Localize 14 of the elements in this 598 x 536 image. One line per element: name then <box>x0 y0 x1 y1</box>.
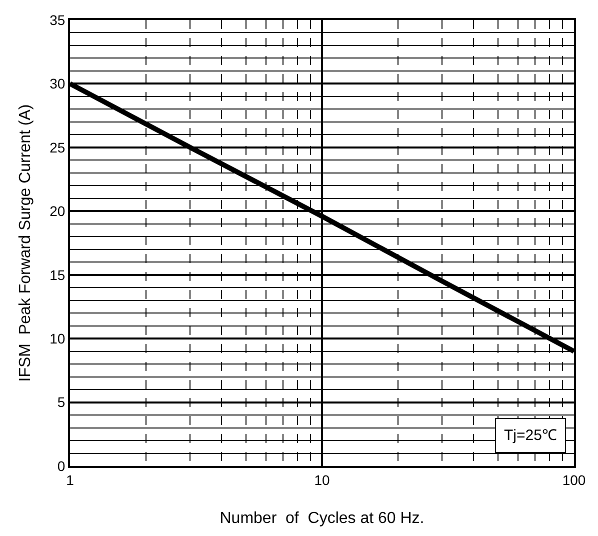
x-axis-title: Number of Cycles at 60 Hz. <box>220 510 424 527</box>
y-tick-label: 5 <box>57 394 66 410</box>
y-tick-label: 30 <box>50 76 66 92</box>
x-tick-label: 10 <box>314 472 330 488</box>
y-axis-title: IFSM Peak Forward Surge Current (A) <box>17 104 34 382</box>
y-tick-label: 10 <box>50 330 66 346</box>
y-tick-label: 15 <box>50 266 66 283</box>
y-tick-label: 35 <box>50 12 66 28</box>
x-tick-label: 100 <box>562 472 586 488</box>
x-tick-label: 1 <box>66 472 74 488</box>
y-tick-label: 25 <box>50 139 66 156</box>
annotation: Tj=25℃ <box>504 427 557 444</box>
y-tick-label: 20 <box>50 203 66 220</box>
y-tick-label: 0 <box>57 458 66 474</box>
